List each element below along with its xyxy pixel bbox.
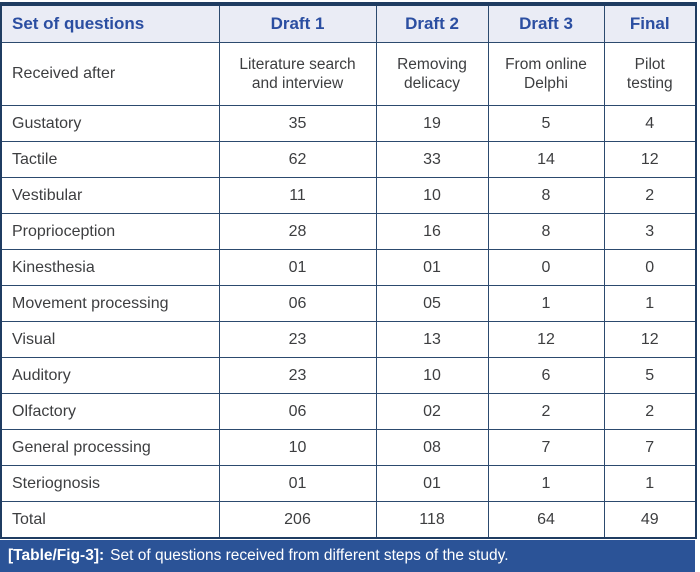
subheader-cell: Pilot testing bbox=[603, 42, 697, 106]
row-label: Proprioception bbox=[0, 213, 220, 250]
cell-value: 7 bbox=[603, 429, 697, 466]
cell-value: 11 bbox=[218, 177, 377, 214]
cell-value: 49 bbox=[603, 501, 697, 539]
column-header-set-of-questions: Set of questions bbox=[0, 3, 220, 43]
table-row: Olfactory 06 02 2 2 bbox=[0, 393, 697, 430]
row-label: Received after bbox=[0, 42, 220, 106]
cell-value: 08 bbox=[375, 429, 489, 466]
subheader-cell: Removing delicacy bbox=[375, 42, 489, 106]
table-row: Kinesthesia 01 01 0 0 bbox=[0, 249, 697, 286]
cell-value: 2 bbox=[487, 393, 605, 430]
cell-value: 1 bbox=[487, 285, 605, 322]
cell-value: 16 bbox=[375, 213, 489, 250]
table-row: Visual 23 13 12 12 bbox=[0, 321, 697, 358]
row-label: Olfactory bbox=[0, 393, 220, 430]
cell-value: 64 bbox=[487, 501, 605, 539]
table-row: Vestibular 11 10 8 2 bbox=[0, 177, 697, 214]
cell-value: 1 bbox=[487, 465, 605, 502]
table-row: General processing 10 08 7 7 bbox=[0, 429, 697, 466]
cell-value: 01 bbox=[375, 465, 489, 502]
row-label: Kinesthesia bbox=[0, 249, 220, 286]
table-row: Gustatory 35 19 5 4 bbox=[0, 105, 697, 142]
table-caption: [Table/Fig-3]: Set of questions received… bbox=[0, 540, 695, 572]
cell-value: 62 bbox=[218, 141, 377, 178]
cell-value: 01 bbox=[218, 249, 377, 286]
cell-value: 28 bbox=[218, 213, 377, 250]
cell-value: 12 bbox=[487, 321, 605, 358]
cell-value: 14 bbox=[487, 141, 605, 178]
cell-value: 2 bbox=[603, 177, 697, 214]
column-header-draft2: Draft 2 bbox=[375, 3, 489, 43]
cell-value: 01 bbox=[375, 249, 489, 286]
cell-value: 0 bbox=[487, 249, 605, 286]
table-subheader-row: Received after Literature search and int… bbox=[0, 42, 697, 106]
cell-value: 2 bbox=[603, 393, 697, 430]
cell-value: 33 bbox=[375, 141, 489, 178]
cell-value: 6 bbox=[487, 357, 605, 394]
caption-text: Set of questions received from different… bbox=[110, 547, 509, 564]
subheader-cell: From online Delphi bbox=[487, 42, 605, 106]
cell-value: 23 bbox=[218, 321, 377, 358]
row-label: Auditory bbox=[0, 357, 220, 394]
cell-value: 8 bbox=[487, 177, 605, 214]
cell-value: 8 bbox=[487, 213, 605, 250]
row-label: Vestibular bbox=[0, 177, 220, 214]
cell-value: 7 bbox=[487, 429, 605, 466]
cell-value: 01 bbox=[218, 465, 377, 502]
table-row: Proprioception 28 16 8 3 bbox=[0, 213, 697, 250]
cell-value: 3 bbox=[603, 213, 697, 250]
caption-tag: [Table/Fig-3]: bbox=[8, 547, 105, 564]
cell-value: 1 bbox=[603, 465, 697, 502]
cell-value: 5 bbox=[603, 357, 697, 394]
table-row: Tactile 62 33 14 12 bbox=[0, 141, 697, 178]
cell-value: 10 bbox=[375, 357, 489, 394]
cell-value: 5 bbox=[487, 105, 605, 142]
cell-value: 10 bbox=[375, 177, 489, 214]
cell-value: 1 bbox=[603, 285, 697, 322]
row-label: Total bbox=[0, 501, 220, 539]
cell-value: 12 bbox=[603, 141, 697, 178]
table-row: Movement processing 06 05 1 1 bbox=[0, 285, 697, 322]
cell-value: 118 bbox=[375, 501, 489, 539]
cell-value: 4 bbox=[603, 105, 697, 142]
table-row-total: Total 206 118 64 49 bbox=[0, 501, 697, 539]
row-label: General processing bbox=[0, 429, 220, 466]
row-label: Gustatory bbox=[0, 105, 220, 142]
table-header-row: Set of questions Draft 1 Draft 2 Draft 3… bbox=[0, 3, 697, 43]
cell-value: 13 bbox=[375, 321, 489, 358]
cell-value: 35 bbox=[218, 105, 377, 142]
cell-value: 02 bbox=[375, 393, 489, 430]
table-row: Steriognosis 01 01 1 1 bbox=[0, 465, 697, 502]
cell-value: 12 bbox=[603, 321, 697, 358]
cell-value: 0 bbox=[603, 249, 697, 286]
column-header-draft3: Draft 3 bbox=[487, 3, 605, 43]
cell-value: 206 bbox=[218, 501, 377, 539]
cell-value: 05 bbox=[375, 285, 489, 322]
row-label: Movement processing bbox=[0, 285, 220, 322]
subheader-cell: Literature search and interview bbox=[218, 42, 377, 106]
questions-table: Set of questions Draft 1 Draft 2 Draft 3… bbox=[0, 2, 697, 539]
row-label: Steriognosis bbox=[0, 465, 220, 502]
cell-value: 23 bbox=[218, 357, 377, 394]
cell-value: 06 bbox=[218, 393, 377, 430]
row-label: Tactile bbox=[0, 141, 220, 178]
row-label: Visual bbox=[0, 321, 220, 358]
table-row: Auditory 23 10 6 5 bbox=[0, 357, 697, 394]
cell-value: 10 bbox=[218, 429, 377, 466]
cell-value: 06 bbox=[218, 285, 377, 322]
cell-value: 19 bbox=[375, 105, 489, 142]
column-header-draft1: Draft 1 bbox=[218, 3, 377, 43]
column-header-final: Final bbox=[603, 3, 697, 43]
